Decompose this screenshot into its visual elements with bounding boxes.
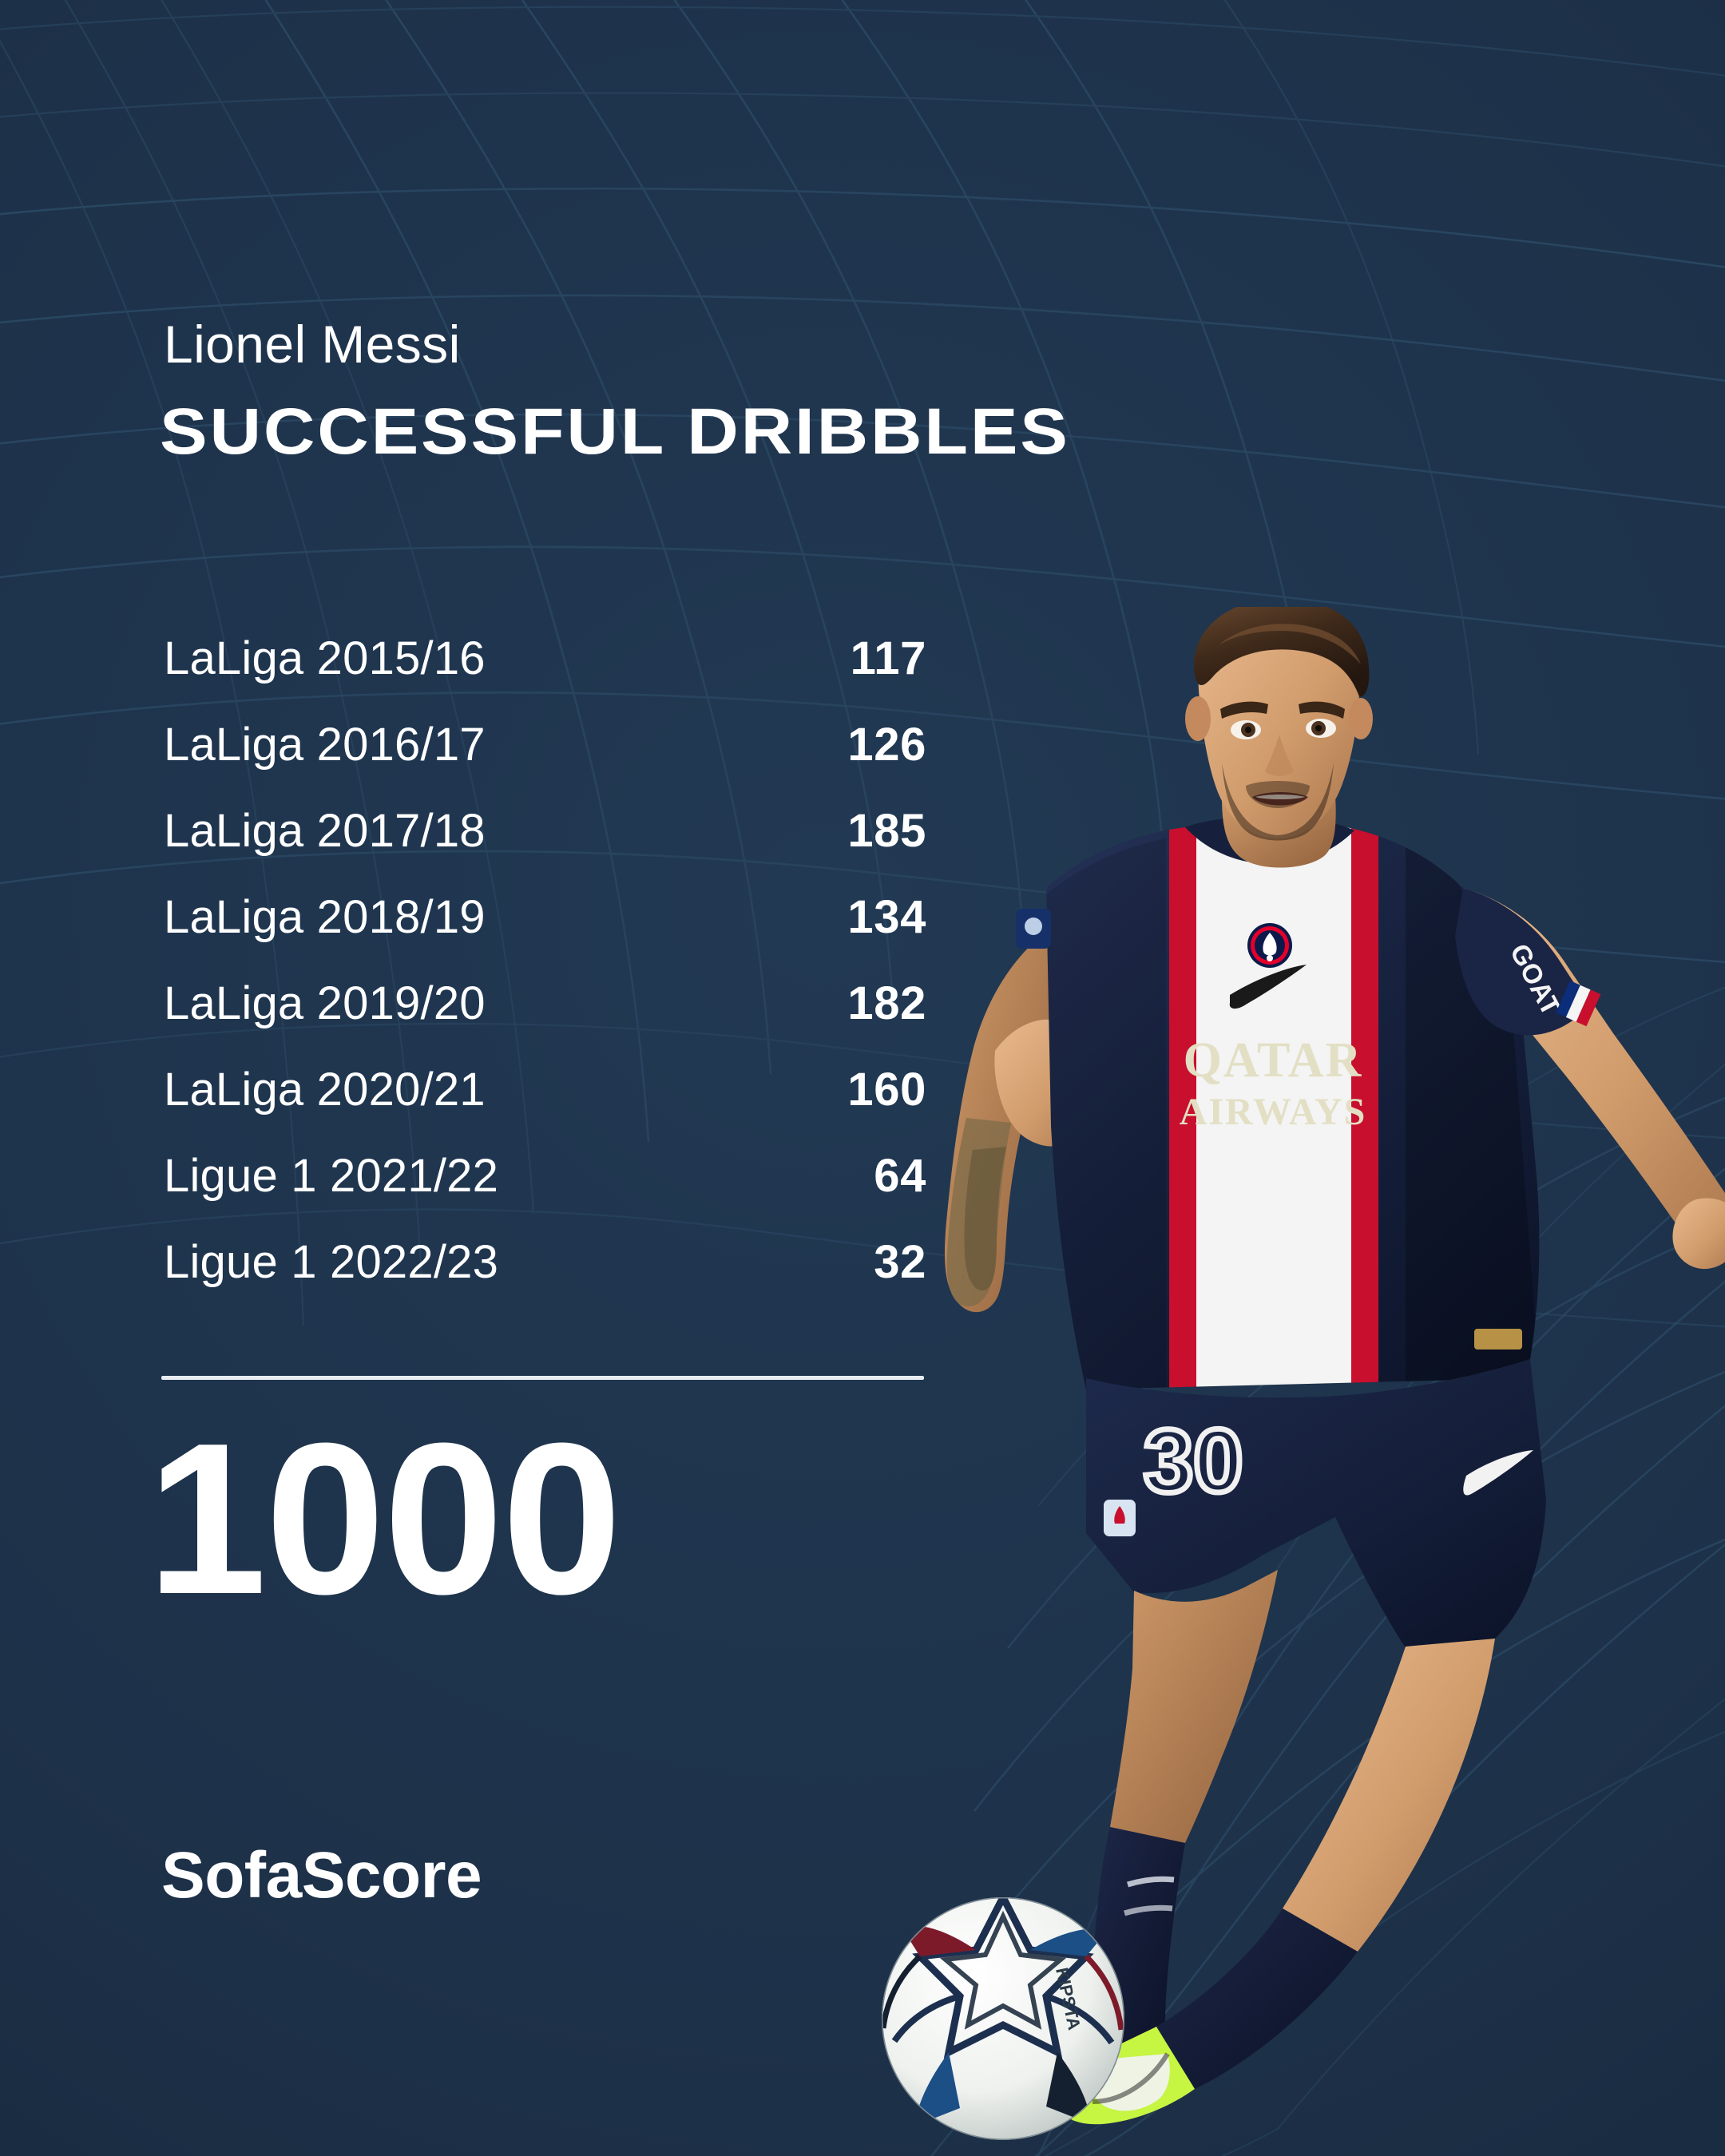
stat-row: LaLiga 2018/19 134: [164, 891, 926, 980]
stat-row: LaLiga 2016/17 126: [164, 719, 926, 807]
ball-brand: KIPSTA: [1052, 1966, 1085, 2032]
head: [1185, 607, 1373, 868]
stat-row: Ligue 1 2021/22 64: [164, 1150, 926, 1239]
stat-label: LaLiga 2018/19: [164, 891, 486, 943]
jersey-stripe-red-right: [1351, 821, 1378, 1389]
total-value: 1000: [147, 1399, 622, 1639]
nike-swoosh-shorts: [1463, 1450, 1533, 1496]
stat-label: LaLiga 2017/18: [164, 805, 486, 857]
stat-value: 117: [850, 632, 926, 684]
left-hand: [994, 1019, 1104, 1147]
jersey-stripe-red-left: [1169, 821, 1196, 1389]
shorts: [1086, 1359, 1546, 1648]
stat-value: 134: [847, 891, 926, 943]
player-name: Lionel Messi: [164, 315, 461, 374]
jersey-stripe-white: [1196, 821, 1351, 1389]
kit-tag: [1474, 1329, 1522, 1349]
shorts-crest: [1104, 1500, 1136, 1536]
league-badge: [1016, 909, 1051, 949]
right-hand: [1672, 1198, 1725, 1270]
stat-row: LaLiga 2020/21 160: [164, 1064, 926, 1152]
stat-value: 126: [847, 719, 926, 771]
stat-value: 182: [847, 977, 926, 1029]
flag-patch: [1556, 981, 1601, 1027]
club-crest: [1247, 923, 1292, 968]
right-sock: [1156, 1908, 1358, 2089]
shorts-number: 30: [1144, 1411, 1243, 1511]
stat-label: Ligue 1 2022/23: [164, 1236, 499, 1288]
football: KIPSTA: [882, 1897, 1124, 2140]
stat-value: 64: [874, 1150, 926, 1202]
stat-row: Ligue 1 2022/23 32: [164, 1236, 926, 1325]
stat-label: Ligue 1 2021/22: [164, 1150, 499, 1202]
stat-row: LaLiga 2019/20 182: [164, 977, 926, 1066]
sleeve-text-goat: GOAT: [1504, 939, 1567, 1021]
stat-label: LaLiga 2020/21: [164, 1064, 486, 1116]
stat-value: 160: [847, 1064, 926, 1116]
stat-row: LaLiga 2017/18 185: [164, 807, 926, 894]
total-divider: [161, 1376, 924, 1380]
right-leg-thigh: [1283, 1639, 1495, 1952]
stat-value: 32: [874, 1236, 926, 1288]
stat-label: LaLiga 2016/17: [164, 719, 486, 771]
jersey: [1046, 821, 1540, 1389]
right-boot: [1057, 2027, 1195, 2125]
left-leg-thigh: [1110, 1570, 1278, 1843]
left-sock: [1090, 1827, 1185, 2060]
nike-swoosh-chest: [1229, 965, 1307, 1009]
stat-label: LaLiga 2015/16: [164, 632, 486, 684]
jersey-sleeve: [1455, 888, 1589, 1036]
stat-label: LaLiga 2019/20: [164, 977, 486, 1029]
sponsor-airways: AIRWAYS: [1180, 1091, 1367, 1133]
stats-list: LaLiga 2015/16 117 LaLiga 2016/17 126 La…: [164, 632, 926, 1325]
right-arm: [1463, 888, 1725, 1256]
hair: [1194, 607, 1370, 697]
sponsor-qatar: QATAR: [1184, 1033, 1363, 1088]
player-photo: QATAR AIRWAYS GOAT: [882, 607, 1725, 2140]
stat-value: 185: [847, 805, 926, 857]
page-title: SUCCESSFUL DRIBBLES: [160, 395, 1070, 468]
left-arm: [944, 925, 1056, 1313]
brand-logo: SofaScore: [161, 1839, 482, 1912]
jersey-collar: [1185, 816, 1354, 864]
stat-row: LaLiga 2015/16 117: [164, 632, 926, 721]
